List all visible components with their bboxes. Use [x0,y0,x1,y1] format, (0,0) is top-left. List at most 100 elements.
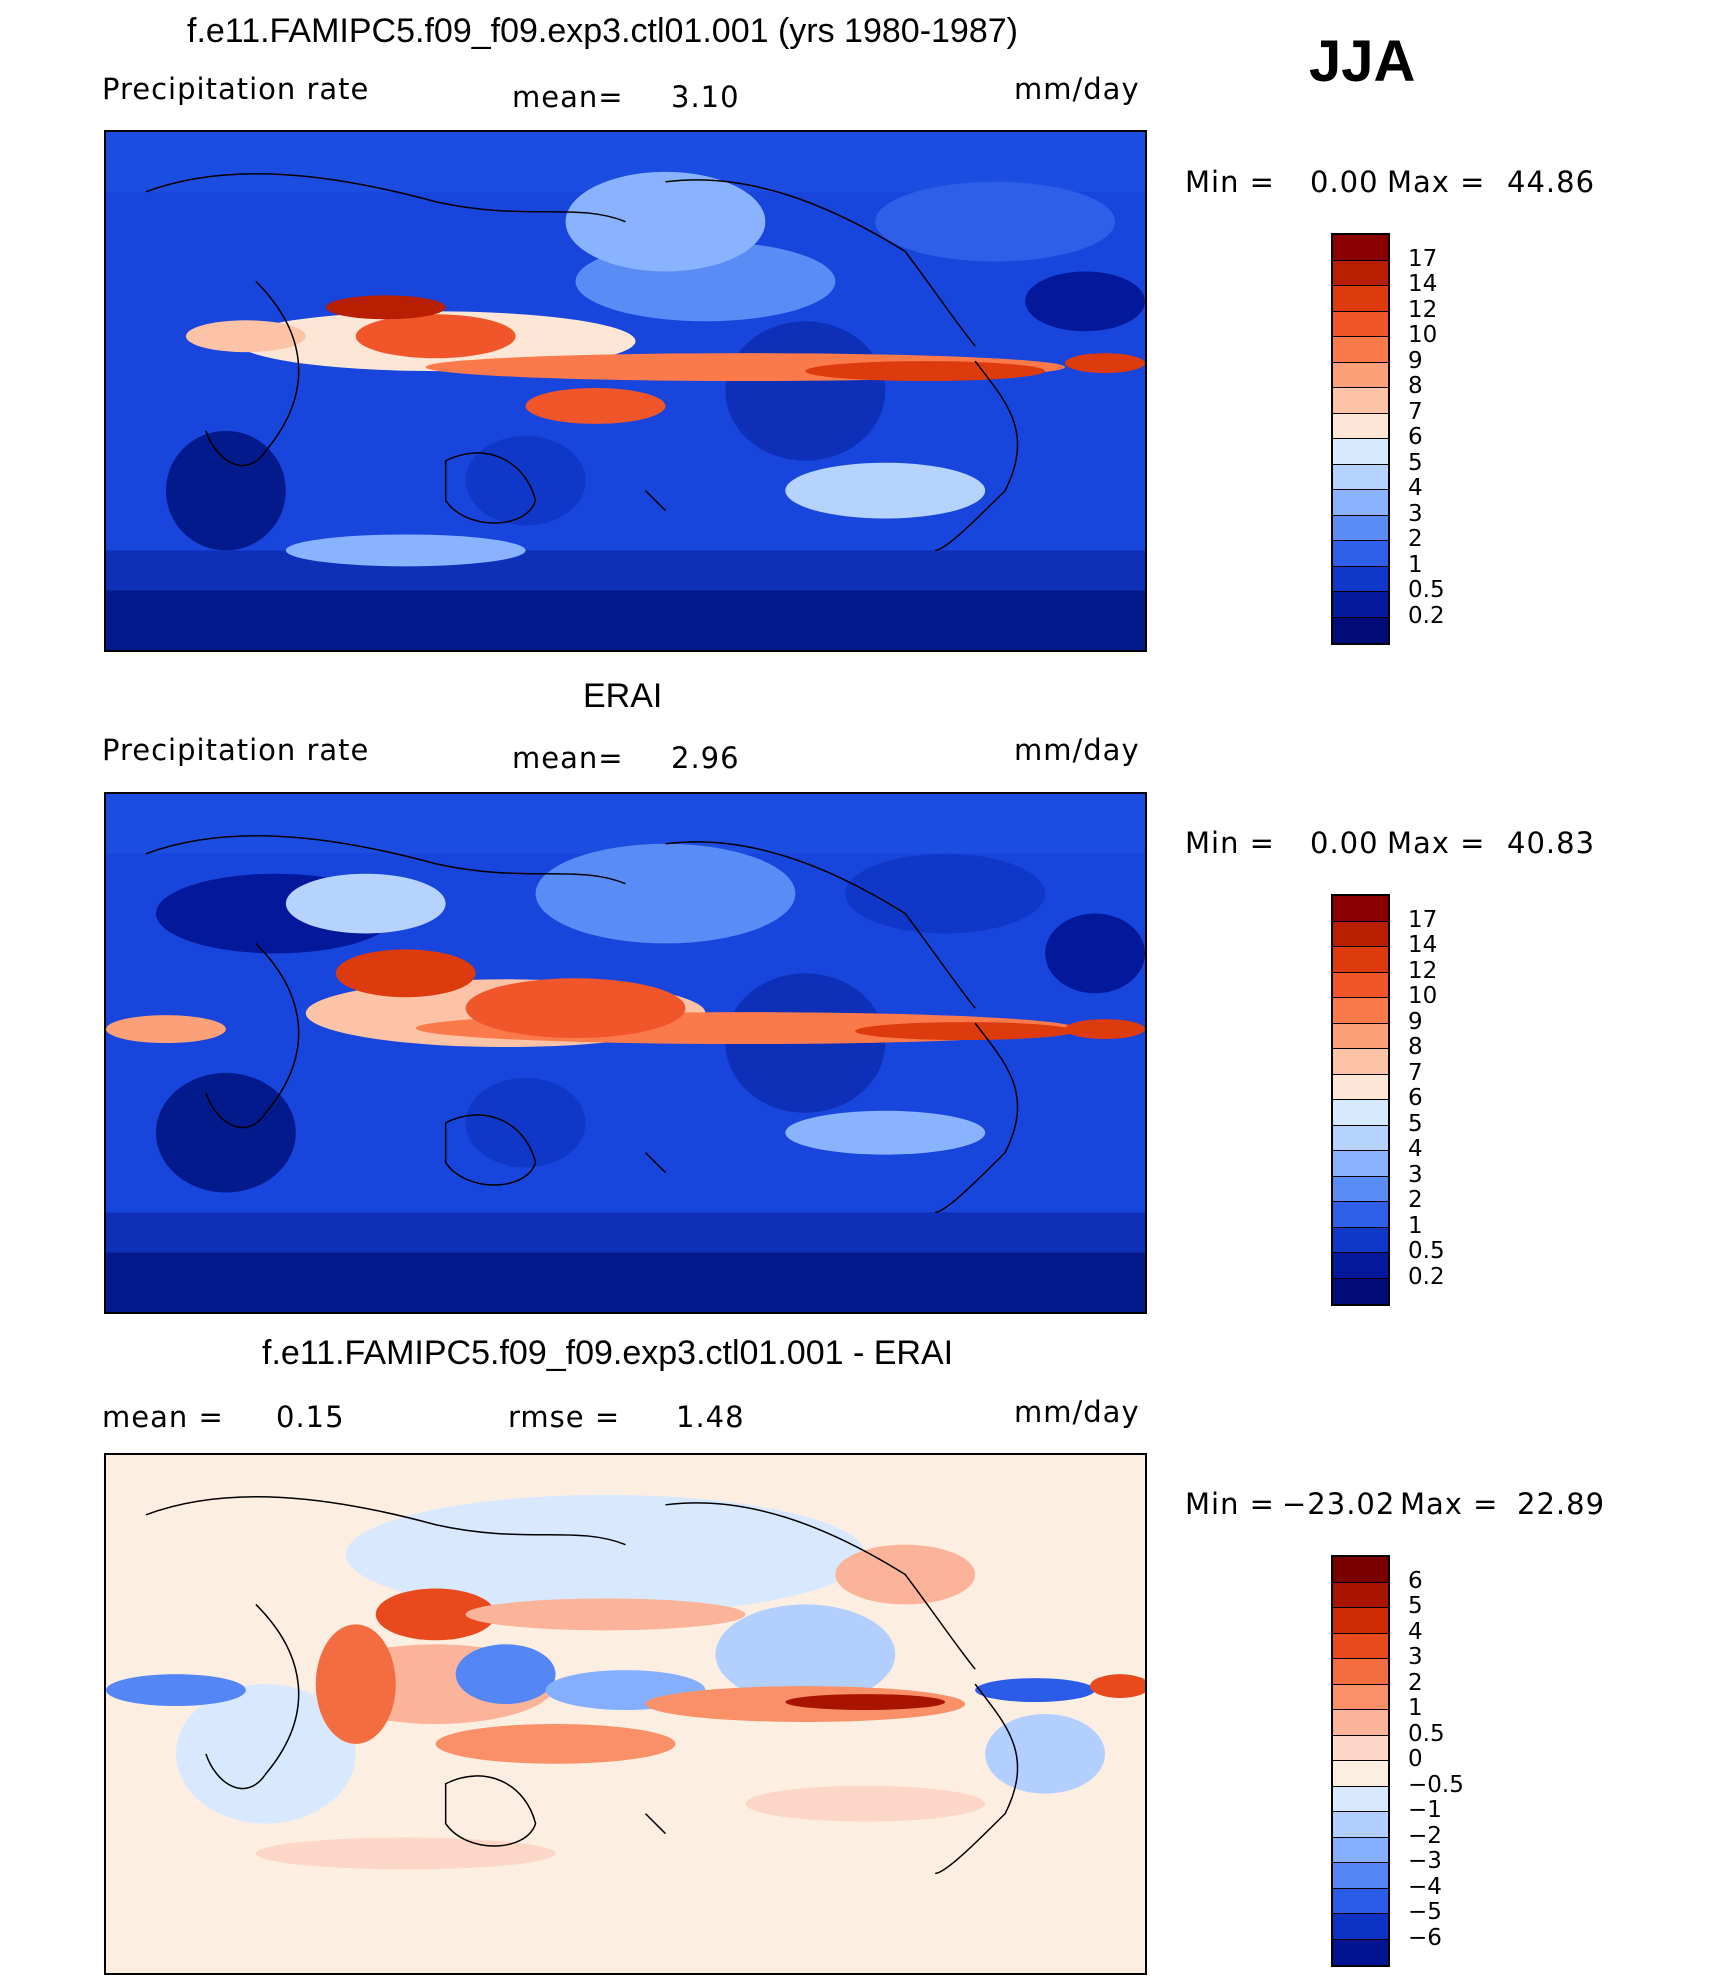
season-label: JJA [1309,29,1416,94]
colorbar-segment [1333,1710,1388,1736]
panel-2-max-label: Max = [1387,826,1486,860]
colorbar-segment [1333,1023,1388,1049]
colorbar-tick-label: −4 [1408,1873,1442,1900]
colorbar-segment [1333,566,1388,592]
panel-3-rmse-label: rmse = [508,1400,621,1434]
panel-2-max-value: 40.83 [1507,826,1596,860]
panel-1-precip-map [104,130,1147,652]
colorbar-tick-label: 9 [1408,347,1423,374]
colorbar-tick-label: 7 [1408,1059,1423,1086]
colorbar-segment [1333,1049,1388,1075]
colorbar-tick-label: −5 [1408,1899,1442,1925]
colorbar-tick-label: 6 [1408,424,1423,450]
colorbar-segment [1333,1202,1388,1228]
colorbar-tick-label: 0.5 [1408,1720,1445,1747]
colorbar-segment [1333,1557,1388,1583]
panel-1-variable-label: Precipitation rate [102,72,370,106]
panel-3-max-value: 22.89 [1517,1487,1606,1521]
colorbar-tick-label: 0.5 [1408,1238,1445,1264]
colorbar-segment [1333,311,1388,337]
colorbar-tick-label: 5 [1408,449,1423,476]
colorbar-tick-label: 9 [1408,1008,1423,1035]
colorbar-segment [1333,947,1388,973]
colorbar-tick-label: 10 [1408,322,1438,348]
colorbar-segment [1333,896,1388,922]
panel-2-colorbar [1331,894,1390,1306]
panel-1-max-value: 44.86 [1507,165,1596,199]
panel-3-max-label: Max = [1400,1487,1499,1521]
colorbar-segment [1333,1786,1388,1812]
panel-3-min-value: −23.02 [1282,1487,1396,1521]
colorbar-tick-label: 4 [1408,1136,1423,1162]
colorbar-segment [1333,1278,1388,1304]
colorbar-tick-label: 0.5 [1408,577,1445,603]
colorbar-segment [1333,1151,1388,1177]
colorbar-tick-label: 8 [1408,373,1423,399]
colorbar-segment [1333,1074,1388,1100]
colorbar-segment [1333,337,1388,363]
colorbar-tick-label: 12 [1408,296,1438,323]
panel-2-min-label: Min = [1185,826,1275,860]
colorbar-segment [1333,464,1388,490]
colorbar-tick-label: 1 [1408,1695,1423,1721]
panel-3-difference-map [104,1453,1147,1975]
colorbar-tick-label: 3 [1408,1644,1423,1670]
colorbar-tick-label: 1 [1408,551,1423,578]
colorbar-segment [1333,617,1388,643]
colorbar-tick-label: 12 [1408,957,1438,984]
colorbar-segment [1333,921,1388,947]
panel-3-mean-label: mean = [102,1400,224,1434]
panel-1-title: f.e11.FAMIPC5.f09_f09.exp3.ctl01.001 (yr… [187,12,1018,50]
colorbar-segment [1333,1888,1388,1914]
colorbar-tick-label: 14 [1408,271,1438,297]
colorbar-segment [1333,998,1388,1024]
colorbar-segment [1333,541,1388,567]
colorbar-tick-label: −1 [1408,1797,1442,1823]
colorbar-tick-label: 2 [1408,1669,1423,1696]
colorbar-segment [1333,413,1388,439]
panel-1-max-label: Max = [1387,165,1486,199]
colorbar-tick-label: 6 [1408,1567,1423,1594]
colorbar-tick-label: 0.2 [1408,1263,1445,1290]
colorbar-tick-label: 17 [1408,906,1438,933]
panel-3-title: f.e11.FAMIPC5.f09_f09.exp3.ctl01.001 - E… [262,1334,954,1372]
colorbar-tick-label: 7 [1408,398,1423,425]
colorbar-tick-label: 4 [1408,1618,1423,1645]
panel-2-mean-label: mean= [512,741,624,775]
panel-1-colorbar [1331,233,1390,645]
colorbar-tick-label: 17 [1408,245,1438,272]
colorbar-tick-label: 0.2 [1408,602,1445,629]
colorbar-segment [1333,439,1388,465]
colorbar-segment [1333,1761,1388,1787]
colorbar-segment [1333,235,1388,261]
colorbar-segment [1333,1863,1388,1889]
colorbar-segment [1333,1659,1388,1685]
colorbar-tick-label: 1 [1408,1212,1423,1239]
colorbar-segment [1333,1582,1388,1608]
colorbar-segment [1333,592,1388,618]
colorbar-tick-label: 0 [1408,1746,1423,1772]
colorbar-segment [1333,1735,1388,1761]
panel-2-min-value: 0.00 [1310,826,1379,860]
colorbar-segment [1333,1608,1388,1634]
colorbar-segment [1333,388,1388,414]
colorbar-segment [1333,1633,1388,1659]
colorbar-segment [1333,490,1388,516]
panel-3-rmse-value: 1.48 [676,1400,745,1434]
colorbar-tick-label: 10 [1408,983,1438,1009]
panel-1-min-value: 0.00 [1310,165,1379,199]
colorbar-segment [1333,972,1388,998]
colorbar-segment [1333,1812,1388,1838]
colorbar-tick-label: −2 [1408,1822,1442,1849]
panel-2-mean-value: 2.96 [671,741,740,775]
colorbar-segment [1333,1253,1388,1279]
panel-3-mean-value: 0.15 [276,1400,345,1434]
panel-2-precip-map [104,792,1147,1314]
colorbar-tick-label: 8 [1408,1034,1423,1060]
panel-2-variable-label: Precipitation rate [102,733,370,767]
panel-3-min-label: Min = [1185,1487,1275,1521]
colorbar-segment [1333,515,1388,541]
panel-1-mean-label: mean= [512,80,624,114]
colorbar-tick-label: −6 [1408,1924,1442,1951]
colorbar-segment [1333,362,1388,388]
